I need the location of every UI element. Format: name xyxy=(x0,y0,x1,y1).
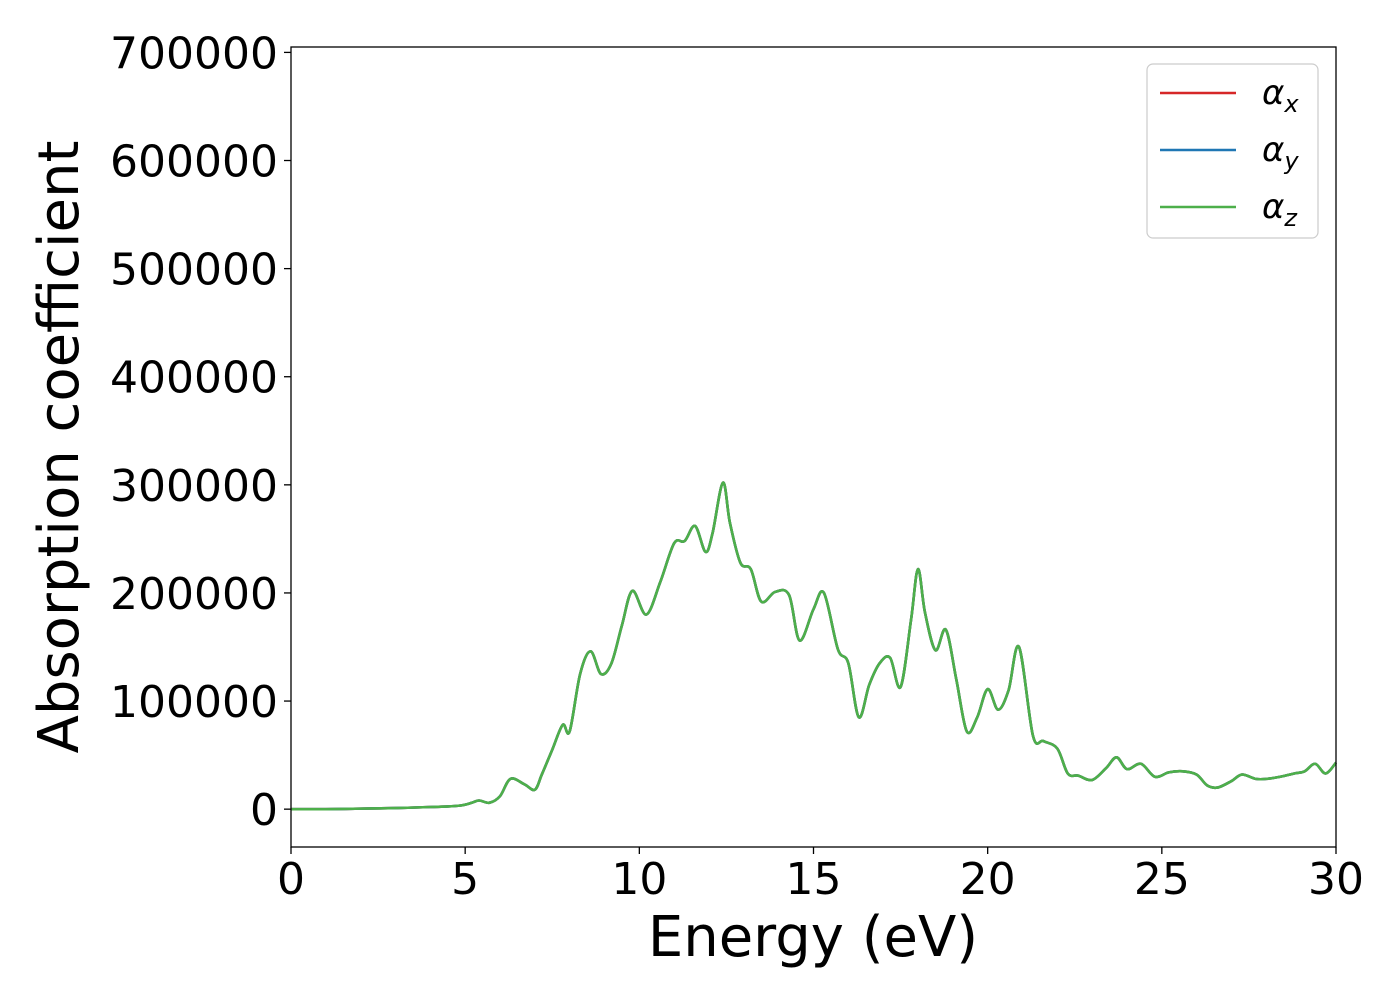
y-tick-label: 0 xyxy=(250,785,278,836)
y-tick-label: 200000 xyxy=(110,569,278,620)
x-tick-label: 20 xyxy=(960,854,1016,905)
series-line-z xyxy=(290,481,1337,811)
series-layer xyxy=(290,481,1337,811)
x-tick-label: 25 xyxy=(1134,854,1190,905)
x-axis-title: Energy (eV) xyxy=(648,905,978,970)
legend-subscript: z xyxy=(1283,204,1298,232)
y-tick-label: 700000 xyxy=(110,28,278,79)
x-axis-ticks: 0 5 10 15 20 25 30 xyxy=(277,847,1364,905)
y-tick-label: 600000 xyxy=(110,137,278,188)
y-tick-label: 400000 xyxy=(110,353,278,404)
legend-symbol: α xyxy=(1262,73,1284,113)
legend-subscript: y xyxy=(1283,147,1299,175)
legend-symbol: α xyxy=(1262,130,1284,170)
legend-symbol: α xyxy=(1262,187,1284,227)
x-tick-label: 15 xyxy=(786,854,842,905)
legend-label-z: αz xyxy=(1262,187,1298,232)
legend-label-x: αx xyxy=(1262,73,1299,118)
y-tick-label: 100000 xyxy=(110,677,278,728)
y-axis-ticks: 0 100000 200000 300000 400000 500000 600000 700… xyxy=(110,28,291,836)
x-tick-label: 5 xyxy=(451,854,479,905)
legend-subscript: x xyxy=(1283,90,1299,118)
y-axis-title: Absorption coefficient xyxy=(27,141,92,754)
legend-label-y: αy xyxy=(1262,130,1299,175)
y-tick-label: 300000 xyxy=(110,461,278,512)
y-tick-label: 500000 xyxy=(110,245,278,296)
x-tick-label: 10 xyxy=(611,854,667,905)
x-tick-label: 30 xyxy=(1308,854,1364,905)
x-tick-label: 0 xyxy=(277,854,305,905)
